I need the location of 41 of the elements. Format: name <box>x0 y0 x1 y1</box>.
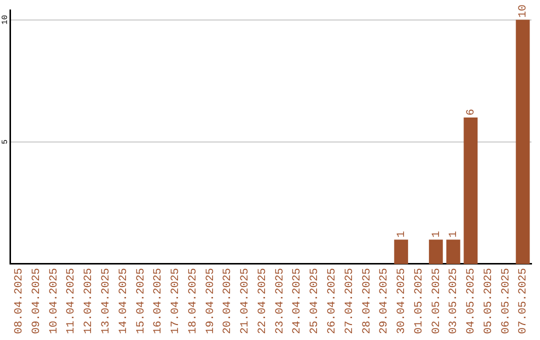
x-tick-label: 21.04.2025 <box>240 268 252 334</box>
x-tick-label: 16.04.2025 <box>152 268 165 334</box>
x-tick-label: 06.05.2025 <box>500 268 512 334</box>
x-tick-label: 10.04.2025 <box>48 268 60 334</box>
data-label: 1 <box>430 230 443 238</box>
bar <box>394 240 408 264</box>
x-tick-label: 07.05.2025 <box>518 268 530 334</box>
data-label: 1 <box>396 230 408 238</box>
x-tick-label: 22.04.2025 <box>256 268 269 334</box>
data-label: 10 <box>518 4 530 18</box>
data-label: 6 <box>466 108 478 116</box>
x-tick-label: 05.05.2025 <box>482 268 495 334</box>
x-tick-label: 30.04.2025 <box>396 268 408 334</box>
x-tick-label: 20.04.2025 <box>222 268 234 334</box>
y-tick-label: 5 <box>1 139 10 144</box>
data-label: 1 <box>448 230 460 238</box>
x-tick-label: 14.04.2025 <box>118 268 130 334</box>
bar <box>428 240 443 264</box>
bar <box>464 117 478 264</box>
x-tick-label: 03.05.2025 <box>448 268 460 334</box>
x-tick-label: 19.04.2025 <box>204 268 217 334</box>
bar <box>446 240 460 264</box>
x-tick-label: 26.04.2025 <box>326 268 338 334</box>
x-tick-label: 27.04.2025 <box>344 268 356 334</box>
x-tick-label: 02.05.2025 <box>430 268 443 334</box>
x-tick-label: 25.04.2025 <box>309 268 322 334</box>
x-tick-label: 24.04.2025 <box>292 268 304 334</box>
x-tick-label: 11.04.2025 <box>66 268 78 334</box>
x-tick-label: 13.04.2025 <box>100 268 113 334</box>
x-tick-label: 01.05.2025 <box>413 268 426 334</box>
x-tick-label: 08.04.2025 <box>14 268 26 334</box>
x-tick-label: 12.04.2025 <box>83 268 96 334</box>
bar <box>516 20 530 264</box>
x-tick-label: 09.04.2025 <box>30 268 43 334</box>
x-tick-label: 17.04.2025 <box>170 268 182 334</box>
x-tick-label: 29.04.2025 <box>378 268 391 334</box>
x-tick-label: 23.04.2025 <box>274 268 286 334</box>
x-tick-label: 28.04.2025 <box>361 268 374 334</box>
x-tick-label: 15.04.2025 <box>135 268 148 334</box>
x-tick-label: 04.05.2025 <box>466 268 478 334</box>
x-tick-label: 18.04.2025 <box>187 268 200 334</box>
